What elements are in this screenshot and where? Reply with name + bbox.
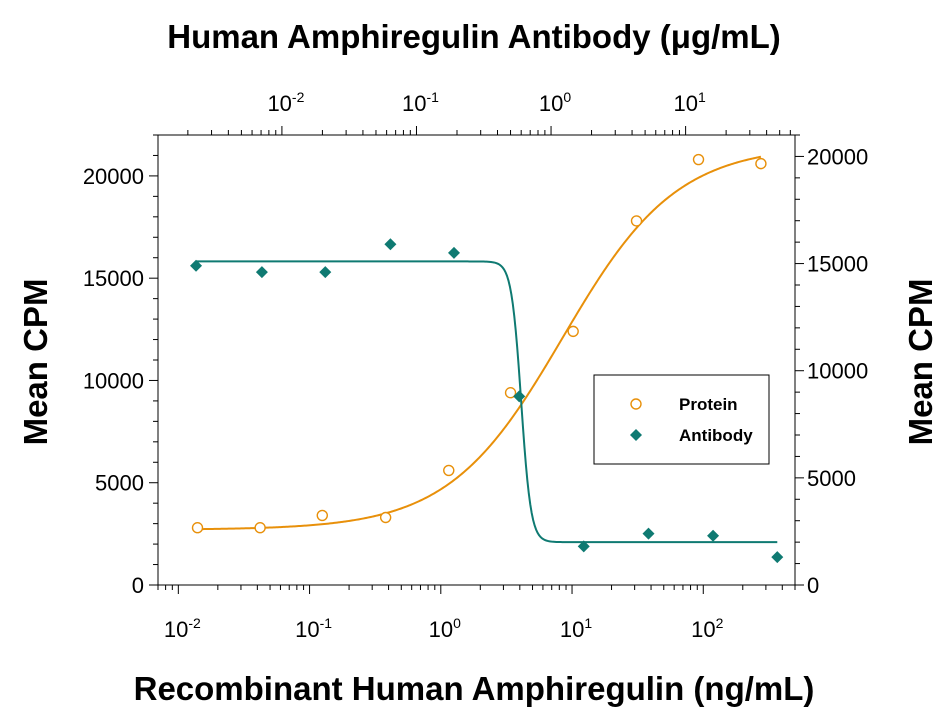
- top-tick-label: 10-1: [402, 89, 439, 116]
- bottom-tick-label: 102: [691, 615, 723, 642]
- bottom-tick-label: 100: [429, 615, 461, 642]
- legend-protein-label: Protein: [679, 395, 738, 414]
- top-axis-title: Human Amphiregulin Antibody (μg/mL): [167, 18, 781, 55]
- legend-protein-marker: [630, 398, 642, 410]
- antibody-point: [384, 238, 397, 251]
- legend-antibody-marker: [630, 429, 642, 441]
- top-tick-label: 100: [539, 89, 571, 116]
- y-axis-title-left: Mean CPM: [17, 279, 54, 446]
- bottom-tick-label: 10-2: [164, 615, 201, 642]
- left-tick-label: 5000: [95, 471, 144, 496]
- top-tick-label: 10-2: [267, 89, 304, 116]
- antibody-point: [319, 266, 332, 279]
- antibody-point: [771, 551, 784, 564]
- bottom-tick-label: 101: [560, 615, 592, 642]
- tick-labels: 10-2 10-1 100 101 102 10-2 10-1 100 101 0 5000 1000…: [83, 89, 868, 642]
- bottom-tick-label: 10-1: [295, 615, 332, 642]
- plot-frame: [157, 134, 796, 586]
- fit-curve-protein: [197, 155, 762, 531]
- protein-point: [567, 325, 579, 338]
- protein-point: [379, 511, 392, 524]
- protein-point: [254, 522, 266, 534]
- left-tick-label: 15000: [83, 266, 144, 291]
- protein-point: [630, 215, 643, 227]
- protein-point: [755, 157, 767, 170]
- left-tick-label: 0: [132, 573, 144, 598]
- left-tick-label: 10000: [83, 368, 144, 393]
- legend-antibody-label: Antibody: [679, 426, 753, 445]
- protein-point: [504, 387, 517, 399]
- protein-point: [692, 153, 705, 166]
- protein-point: [443, 464, 455, 477]
- antibody-point: [577, 540, 590, 553]
- right-tick-label: 10000: [807, 359, 868, 384]
- top-tick-label: 101: [673, 89, 705, 116]
- right-tick-label: 20000: [807, 144, 868, 169]
- antibody-point: [642, 527, 655, 540]
- right-tick-label: 0: [807, 573, 819, 598]
- antibody-point: [513, 390, 526, 403]
- left-tick-label: 20000: [83, 164, 144, 189]
- fit-curves: [196, 155, 778, 544]
- x-axis-title: Recombinant Human Amphiregulin (ng/mL): [134, 670, 815, 707]
- y-axis-title-right: Mean CPM: [902, 279, 939, 446]
- legend: Protein Antibody: [593, 374, 770, 465]
- antibody-point: [190, 259, 203, 272]
- antibody-point: [255, 266, 268, 279]
- fit-curve-antibody: [196, 260, 778, 544]
- protein-point: [191, 522, 204, 534]
- right-tick-label: 15000: [807, 252, 868, 277]
- data-points: [190, 153, 784, 564]
- protein-point: [316, 509, 328, 522]
- tick-marks: [149, 126, 804, 594]
- antibody-point: [447, 246, 460, 259]
- legend-box: [593, 374, 770, 465]
- right-tick-label: 5000: [807, 466, 856, 491]
- antibody-point: [707, 529, 720, 542]
